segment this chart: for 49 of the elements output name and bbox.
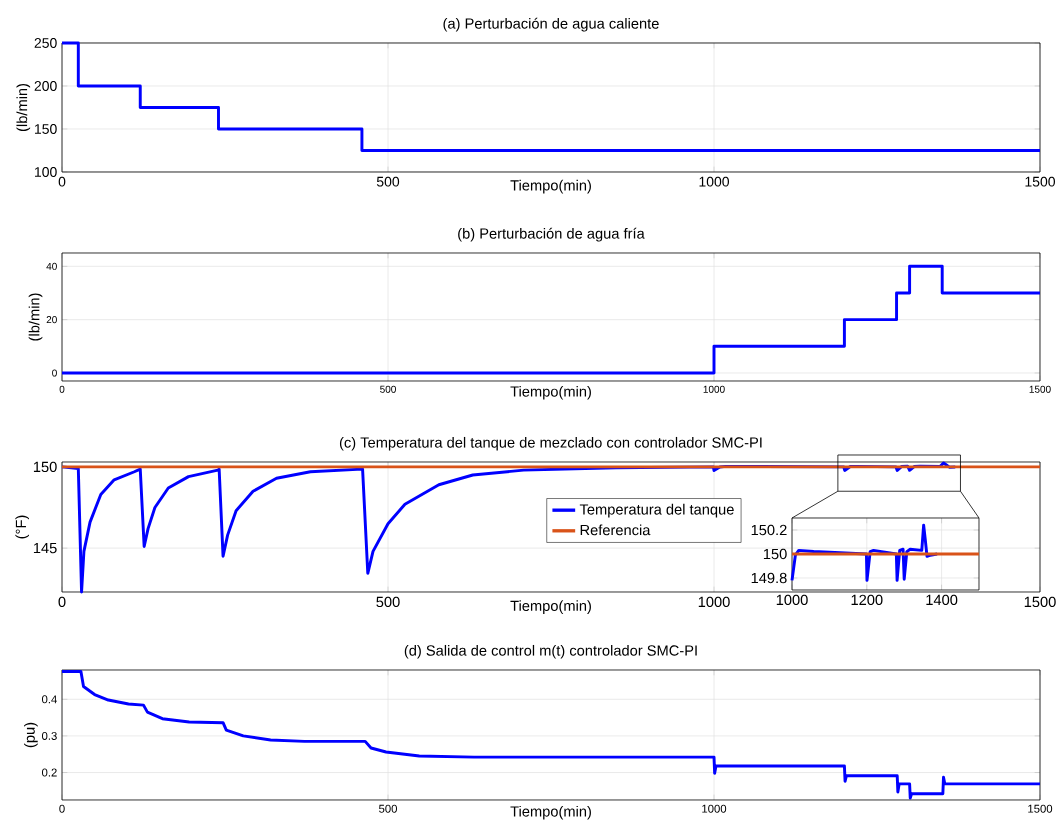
x-tick-label: 1000 xyxy=(699,176,730,187)
y-tick-label: 0.3 xyxy=(41,731,57,740)
x-tick-label: 1500 xyxy=(1024,596,1056,608)
y-tick-label: 150 xyxy=(33,461,57,473)
chart-title: (c) Temperatura del tanque de mezclado con controlador SMC-PI xyxy=(339,436,762,451)
x-tick-label: 1000 xyxy=(776,594,808,606)
x-tick-label: 0 xyxy=(59,804,65,813)
x-axis-title: Tiempo(min) xyxy=(510,805,591,820)
y-tick-label: 150.2 xyxy=(751,524,787,536)
x-tick-label: 1500 xyxy=(1025,176,1056,187)
y-tick-label: 20 xyxy=(46,316,57,324)
y-axis-title: (°F) xyxy=(15,515,29,539)
x-axis-title: Tiempo(min) xyxy=(510,179,591,194)
y-tick-label: 0.4 xyxy=(41,695,57,704)
x-tick-label: 1400 xyxy=(926,594,958,606)
y-tick-label: 250 xyxy=(34,38,57,48)
x-tick-label: 1000 xyxy=(698,596,730,608)
y-axis-title: (lb/min) xyxy=(16,83,31,132)
x-axis-title: Tiempo(min) xyxy=(510,385,591,400)
y-tick-label: 145 xyxy=(33,543,57,554)
chart-title: (a) Perturbación de agua caliente xyxy=(443,17,659,32)
y-tick-label: 100 xyxy=(35,167,57,177)
y-tick-label: 150 xyxy=(763,548,787,560)
y-tick-label: 0 xyxy=(52,369,57,377)
y-tick-label: 150 xyxy=(35,124,57,134)
y-tick-label: 149.8 xyxy=(751,572,787,584)
y-axis-title: (pu) xyxy=(24,722,38,748)
y-tick-label: 40 xyxy=(46,262,57,270)
x-tick-label: 0 xyxy=(59,385,65,393)
x-tick-label: 500 xyxy=(380,385,396,393)
x-tick-label: 0 xyxy=(58,176,66,187)
legend-label: Temperatura del tanque xyxy=(579,503,734,518)
x-tick-label: 0 xyxy=(58,596,66,608)
x-tick-label: 500 xyxy=(376,596,400,608)
y-axis-title: (lb/min) xyxy=(28,293,43,341)
y-tick-label: 0.2 xyxy=(41,768,57,777)
x-tick-label: 1000 xyxy=(703,385,725,393)
y-tick-label: 200 xyxy=(34,81,57,91)
x-tick-label: 1000 xyxy=(702,804,727,813)
x-tick-label: 1200 xyxy=(851,594,883,606)
x-axis-title: Tiempo(min) xyxy=(510,600,591,614)
chart-title: (b) Perturbación de agua fría xyxy=(458,227,645,242)
x-tick-label: 1500 xyxy=(1029,385,1051,393)
chart-title: (d) Salida de control m(t) controlador SMC-PI xyxy=(404,644,697,659)
x-tick-label: 500 xyxy=(376,176,400,187)
legend-label: Referencia xyxy=(580,524,651,536)
x-tick-label: 1500 xyxy=(1028,804,1053,813)
x-tick-label: 500 xyxy=(379,804,398,813)
line-series xyxy=(60,669,1042,800)
